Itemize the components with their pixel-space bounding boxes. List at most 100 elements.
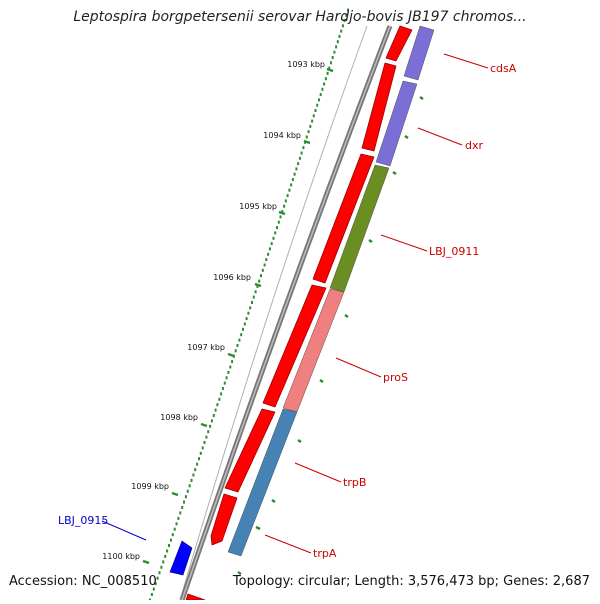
scale-dot [284,199,287,203]
scale-dot [251,301,253,304]
scale-dot [175,522,178,526]
gene-dxr[interactable] [375,80,418,167]
scale-dot [198,457,200,461]
scale-dot [347,8,349,12]
scale-dot [179,511,182,515]
scale-label-1095: 1095 kbp [239,202,277,211]
scale-dot [256,284,259,288]
scale-dot [203,441,206,444]
scale-dot [316,103,319,107]
cds-forward-7[interactable] [185,593,206,601]
LBJ_0915-leader [101,520,147,541]
scale-dot [307,130,310,134]
scale-dot [279,215,282,219]
genome-summary: Topology: circular; Length: 3,576,473 bp… [232,574,590,589]
gene-LBJ_0915[interactable] [169,540,193,576]
scale-dot [276,226,278,230]
scale-dot [293,172,296,176]
gene-leaders [264,53,489,554]
scale-dot [252,295,255,299]
scale-dot [225,376,228,380]
scale-label-1097: 1097 kbp [187,343,225,352]
scale-dot [343,19,346,22]
gene-label-dxr[interactable]: dxr [465,139,483,152]
scale-dot [318,98,320,102]
cds-forward-6[interactable] [210,493,238,546]
scale-label-1094: 1094 kbp [263,131,301,140]
scale-dot [302,146,305,150]
backbone-ring [179,25,393,601]
scale-dot [242,327,244,331]
scale-dot [223,381,226,385]
scale-dot [183,500,185,504]
scale-dot [277,220,280,224]
scale-dot [240,333,243,337]
scale-dot [160,565,163,569]
scale-dot [212,414,215,417]
scale-dot [168,544,170,547]
scale-label-1098: 1098 kbp [160,413,198,422]
scale-dot [154,582,157,586]
scale-dot [290,183,293,187]
scale-dot [196,462,199,466]
cds-forward-4[interactable] [262,284,327,408]
scale-dot [152,587,155,591]
scale-dot [158,571,161,575]
scale-dot [261,268,264,272]
scale-dot [314,109,317,112]
scale-dot [300,151,303,155]
scale-dot [245,317,248,321]
scale-dot [249,306,252,310]
gene-label-cdsA[interactable]: cdsA [490,62,517,75]
forward-strand-cds [185,25,413,601]
backbone-highlight [181,25,391,601]
cds-forward-5[interactable] [224,408,276,493]
scale-dot [309,124,312,128]
scale-dot [210,419,213,423]
gene-label-LBJ_0911[interactable]: LBJ_0911 [429,245,479,258]
outer-ring-line [179,25,368,601]
scale-dot [341,24,344,28]
scale-dot [162,560,165,564]
scale-dot [331,56,334,59]
scale-dot [286,194,289,198]
scale-dot [265,258,268,262]
scale-dot [297,162,300,166]
gene-label-proS[interactable]: proS [383,371,408,384]
scale-dot [330,61,332,65]
scale-label-1096: 1096 kbp [213,273,251,282]
scale-label-1093: 1093 kbp [287,60,325,69]
scale-dot [192,473,195,477]
scale-dot [254,290,257,294]
scale-dot [272,236,275,240]
scale-dot [258,279,261,283]
scale-dot [281,210,284,214]
scale-dot [326,71,329,75]
scale-label-1099: 1099 kbp [131,482,169,491]
cds-forward-1[interactable] [385,25,413,62]
scale-dot [338,34,341,38]
scale-dot [311,119,314,123]
scale-dot [319,93,322,97]
gene-label-trpA[interactable]: trpA [313,547,337,560]
gene-cdsA[interactable] [403,25,435,81]
gene-trpB-trpA[interactable] [227,408,298,557]
gene-label-trpB[interactable]: trpB [343,476,366,489]
scale-dot [263,263,266,267]
scale-dot [267,252,270,256]
scale-dot [156,576,159,580]
scale-dot [209,424,212,428]
scale-dot [190,478,193,482]
scale-dot [194,468,197,472]
scale-dot [345,13,348,17]
scale-dot [283,204,286,208]
scale-label-1100: 1100 kbp [102,552,140,561]
gene-label-LBJ_0915[interactable]: LBJ_0915 [58,514,108,527]
scale-dot [243,322,246,326]
cds-forward-2[interactable] [361,62,397,152]
scale-dot [164,554,167,558]
cds-forward-3[interactable] [312,153,375,284]
scale-dot [268,247,271,251]
